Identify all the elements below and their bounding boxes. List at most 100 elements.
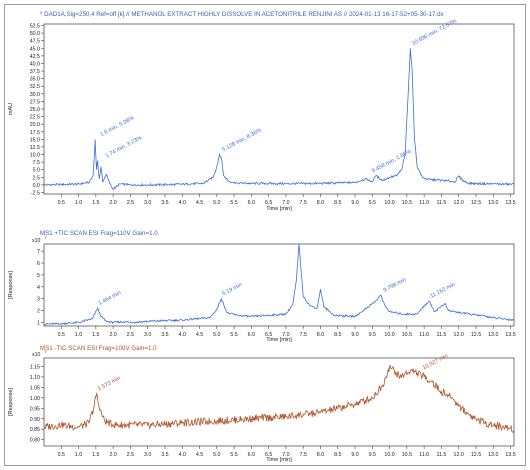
x-tick-label: 1.0 [75, 200, 82, 206]
y-tick-label: 0.90 [30, 417, 40, 423]
peak-annotation: 1.464 min [98, 290, 123, 307]
x-tick-label: 5.0 [213, 452, 220, 458]
peak-annotation: 1.6 min, 5.08% [99, 115, 135, 138]
peak-annotation: 5.19 min [221, 282, 243, 297]
y-tick-label: 50.0 [30, 31, 40, 37]
y-tick-label: 17.5 [30, 130, 40, 136]
x-tick-label: 1.5 [92, 332, 99, 338]
x-tick-label: 10.5 [402, 200, 412, 206]
y-tick-label: 4 [37, 285, 40, 291]
x-tick-label: 3.5 [161, 332, 168, 338]
x-tick-label: 3.5 [161, 452, 168, 458]
x-tick-label: 5.5 [230, 200, 237, 206]
data-trace [43, 243, 515, 326]
x-tick-label: 12.0 [454, 452, 464, 458]
y-scale-label: x10 [32, 352, 40, 358]
x-tick-label: 4.5 [196, 200, 203, 206]
x-tick-label: 4.0 [179, 200, 186, 206]
x-tick-label: 12.5 [471, 200, 481, 206]
y-tick-label: 5 [37, 273, 40, 279]
y-tick-label: 45.0 [30, 46, 40, 52]
y-tick-label: 2.5 [33, 175, 40, 181]
x-tick-label: 8.0 [317, 200, 324, 206]
y-tick-label: 0.95 [30, 406, 40, 412]
x-tick-label: 4.5 [196, 332, 203, 338]
x-tick-label: 9.5 [369, 200, 376, 206]
y-tick-label: 1.15 [30, 364, 40, 370]
x-tick-label: 10.5 [402, 332, 412, 338]
peak-annotation: 9.458 min, 1.86% [371, 149, 412, 175]
x-tick-label: 4.5 [196, 452, 203, 458]
x-tick-label: 0.5 [58, 332, 65, 338]
x-tick-label: 9.0 [351, 452, 358, 458]
x-tick-label: 8.0 [317, 332, 324, 338]
x-tick-label: 6.0 [248, 332, 255, 338]
x-axis-label: Time [min] [266, 457, 292, 463]
x-tick-label: 1.0 [75, 332, 82, 338]
x-tick-label: 10.0 [384, 200, 394, 206]
peak-annotation: 11.162 min [429, 282, 456, 300]
x-tick-label: 3.0 [144, 200, 151, 206]
y-tick-label: 1 [37, 320, 40, 326]
y-tick-label: 47.5 [30, 39, 40, 45]
x-axis-label: Time [min] [266, 337, 292, 343]
x-tick-label: 11.0 [419, 332, 429, 338]
chart-panel-1: * DAD1A,Sig=250,4 Ref=off [k] // METHANO… [8, 11, 516, 212]
x-tick-label: 13.5 [505, 200, 515, 206]
y-tick-label: 1.00 [30, 396, 40, 402]
x-tick-label: 5.0 [213, 200, 220, 206]
x-tick-label: 1.5 [92, 200, 99, 206]
peak-annotation: 1.74 min, 3.23% [105, 135, 144, 159]
y-tick-label: 37.5 [30, 69, 40, 75]
chart-title: * DAD1A,Sig=250,4 Ref=off [k] // METHANO… [40, 11, 445, 18]
x-tick-label: 8.5 [334, 200, 341, 206]
x-tick-label: 11.5 [436, 332, 446, 338]
y-axis-label: [Response] [8, 388, 14, 416]
x-tick-label: 12.0 [454, 200, 464, 206]
x-tick-label: 1.5 [92, 452, 99, 458]
x-tick-label: 12.5 [471, 452, 481, 458]
x-tick-label: 6.0 [248, 200, 255, 206]
x-tick-label: 9.0 [351, 332, 358, 338]
chart-title: MS1 +TIC SCAN ESI Frag=110V Gain=1.0 [40, 230, 158, 237]
y-tick-label: 15.0 [30, 137, 40, 143]
y-tick-label: 1.05 [30, 385, 40, 391]
y-scale-exponent: 7 [45, 349, 48, 354]
plot-frame [43, 243, 515, 327]
y-scale-label: x10 [32, 238, 40, 244]
y-tick-label: 7.5 [33, 160, 40, 166]
x-tick-label: 5.5 [230, 332, 237, 338]
y-tick-label: 0.80 [30, 438, 40, 444]
chart-panel-3: MS1 -TIC SCAN ESI Frag=100V Gain=1.0 0.80… [8, 345, 516, 463]
y-tick-label: 42.5 [30, 54, 40, 60]
plot-frame [43, 23, 515, 195]
x-tick-label: 2.5 [127, 200, 134, 206]
x-tick-label: 9.5 [369, 332, 376, 338]
x-tick-label: 11.0 [419, 452, 429, 458]
x-tick-label: 11.5 [436, 200, 446, 206]
x-tick-label: 12.5 [471, 332, 481, 338]
data-trace [43, 48, 515, 190]
y-tick-label: 1.10 [30, 375, 40, 381]
x-tick-label: 10.0 [384, 452, 394, 458]
x-tick-label: 2.0 [109, 200, 116, 206]
x-tick-label: 6.5 [265, 200, 272, 206]
x-tick-label: 3.0 [144, 332, 151, 338]
x-tick-label: 11.5 [436, 452, 446, 458]
x-tick-label: 0.5 [58, 200, 65, 206]
x-tick-label: 5.5 [230, 452, 237, 458]
x-tick-label: 6.0 [248, 452, 255, 458]
peak-annotation: 10.696 min, 72.57% [411, 18, 458, 47]
x-tick-label: 7.5 [300, 200, 307, 206]
x-tick-label: 6.5 [265, 332, 272, 338]
x-tick-label: 9.0 [351, 200, 358, 206]
x-tick-label: 6.5 [265, 452, 272, 458]
y-tick-label: 22.5 [30, 115, 40, 121]
peak-annotation: 10.927 min [422, 353, 449, 371]
x-tick-label: 2.0 [109, 332, 116, 338]
data-trace [43, 364, 515, 434]
x-tick-label: 7.5 [300, 452, 307, 458]
y-tick-label: 10.0 [30, 153, 40, 159]
x-tick-label: 7.5 [300, 332, 307, 338]
